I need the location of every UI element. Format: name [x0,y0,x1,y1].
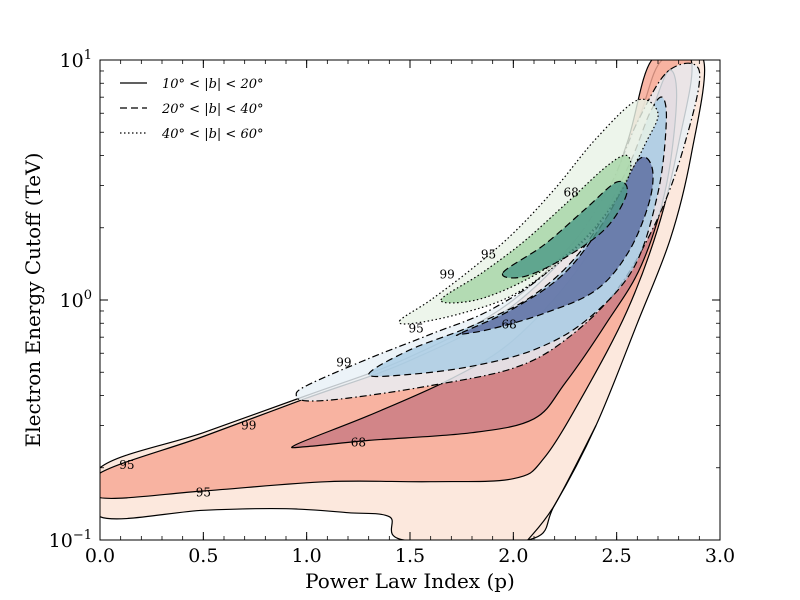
legend-label: 10° < |b| < 20° [162,77,263,92]
y-tick-label: 10−1 [49,528,92,552]
contour-label-4: 99 [336,355,351,369]
x-tick-label: 0.5 [188,545,218,567]
contour-region-green-99 [398,98,659,325]
contour-label-0: 99 [241,418,256,432]
x-tick-label: 2.0 [498,545,528,567]
legend-label: 40° < |b| < 60° [161,127,263,142]
y-tick-label: 101 [60,48,92,72]
x-tick-label: 0.0 [85,545,115,567]
contour-regions [100,60,706,540]
axis-ticks: 0.0 0.5 1.0 1.5 2.0 2.5 3.0 10−1 100 101 [49,48,735,567]
y-tick-label: 100 [60,288,92,312]
contour-label-3: 68 [351,435,366,449]
contour-region-green-95 [440,154,632,304]
legend: 10° < |b| < 20° 20° < |b| < 40° 40° < |b| … [120,77,263,142]
contour-region-blue-68 [455,156,654,336]
contour-label-7: 99 [440,267,455,281]
contour-label-8: 95 [481,247,496,261]
x-tick-label: 1.0 [292,545,322,567]
contour-label-9: 68 [564,186,579,200]
contour-line-red-99-lower-right-edge [527,425,597,540]
x-tick-label: 3.0 [705,545,735,567]
contour-label-6: 68 [502,318,517,332]
contour-region-blue-95 [368,96,668,378]
contour-label-1: 95 [119,458,134,472]
contour-label-5: 95 [409,322,424,336]
legend-label: 20° < |b| < 40° [161,102,263,117]
x-tick-label: 1.5 [395,545,425,567]
x-axis-label: Power Law Index (p) [305,569,515,593]
contour-region-green-68 [501,180,628,279]
y-axis-label: Electron Energy Cutoff (TeV) [21,153,45,448]
contour-labels: 99 95 95 68 99 95 68 99 95 68 [119,186,579,500]
x-tick-label: 2.5 [602,545,632,567]
contour-label-2: 95 [196,485,211,499]
